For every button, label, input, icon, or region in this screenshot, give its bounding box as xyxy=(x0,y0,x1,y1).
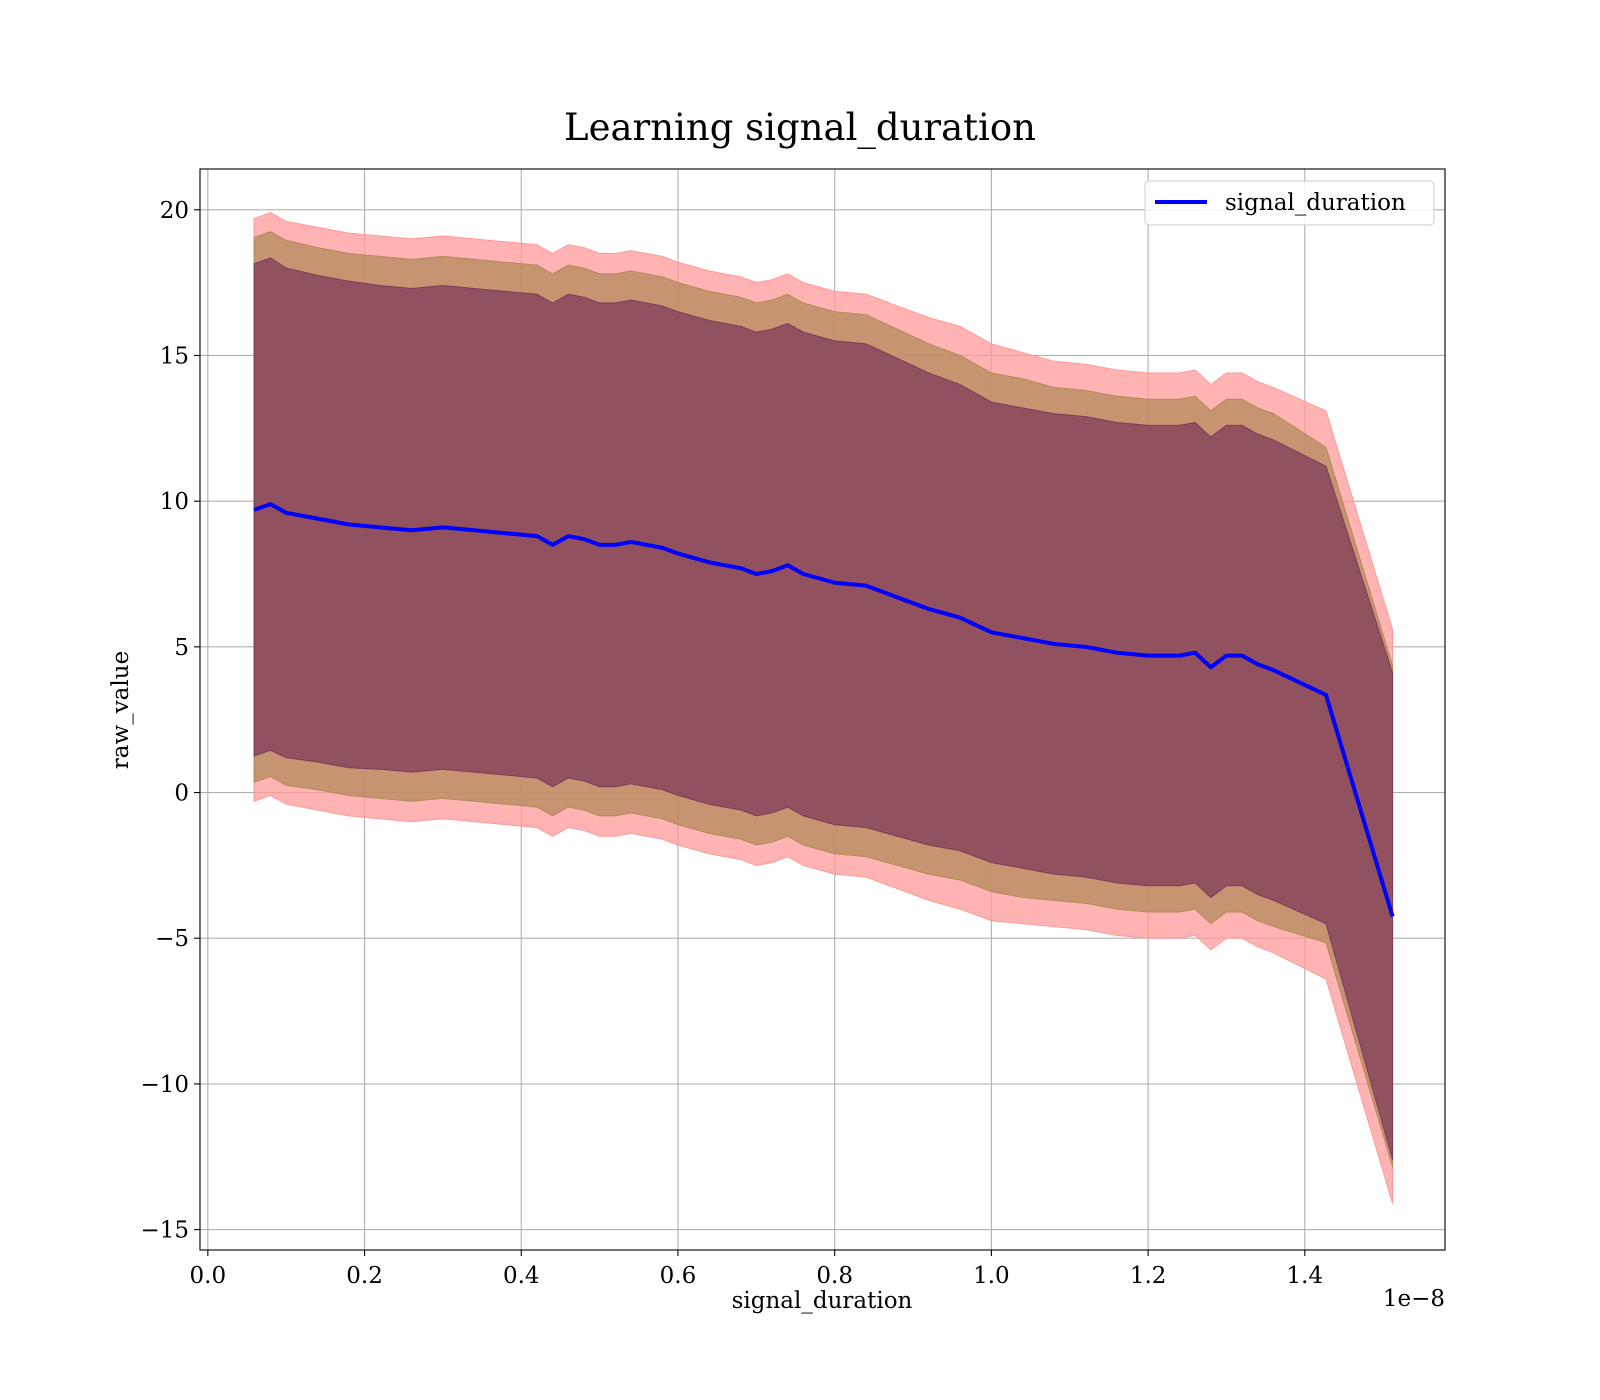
y-ticks: −15 −10 −5 0 5 10 15 20 xyxy=(140,198,200,1244)
y-tick-label: 0 xyxy=(174,781,189,807)
legend-label: signal_duration xyxy=(1225,190,1406,216)
x-axis-offset-label: 1e−8 xyxy=(1383,1286,1445,1312)
confidence-bands xyxy=(253,212,1394,1204)
x-tick-label: 0.6 xyxy=(660,1263,697,1289)
x-tick-label: 1.2 xyxy=(1130,1263,1167,1289)
x-tick-label: 1.4 xyxy=(1287,1263,1324,1289)
y-axis-label: raw_value xyxy=(108,651,134,769)
legend-box xyxy=(1144,180,1435,226)
plot-frame xyxy=(199,168,1446,1251)
x-tick-label: 0.0 xyxy=(190,1263,227,1289)
y-tick-label: −5 xyxy=(155,926,189,952)
x-ticks: 0.0 0.2 0.4 0.6 0.8 1.0 1.2 1.4 xyxy=(190,1250,1324,1289)
legend: signal_duration xyxy=(1144,180,1435,226)
x-tick-label: 0.8 xyxy=(816,1263,853,1289)
y-tick-label: −10 xyxy=(140,1072,189,1098)
series-line-signal_duration xyxy=(253,502,1395,917)
y-tick-label: 20 xyxy=(160,198,189,224)
x-tick-label: 1.0 xyxy=(973,1263,1010,1289)
chart-title: Learning signal_duration xyxy=(564,106,1036,150)
x-tick-label: 0.2 xyxy=(346,1263,383,1289)
y-tick-label: 5 xyxy=(174,635,189,661)
series-lines xyxy=(253,502,1395,917)
y-tick-label: 10 xyxy=(160,489,189,515)
x-axis-label: signal_duration xyxy=(732,1288,913,1314)
y-tick-label: −15 xyxy=(140,1218,189,1244)
y-tick-label: 15 xyxy=(160,343,189,369)
band-inner xyxy=(253,257,1394,1160)
x-tick-label: 0.4 xyxy=(503,1263,540,1289)
